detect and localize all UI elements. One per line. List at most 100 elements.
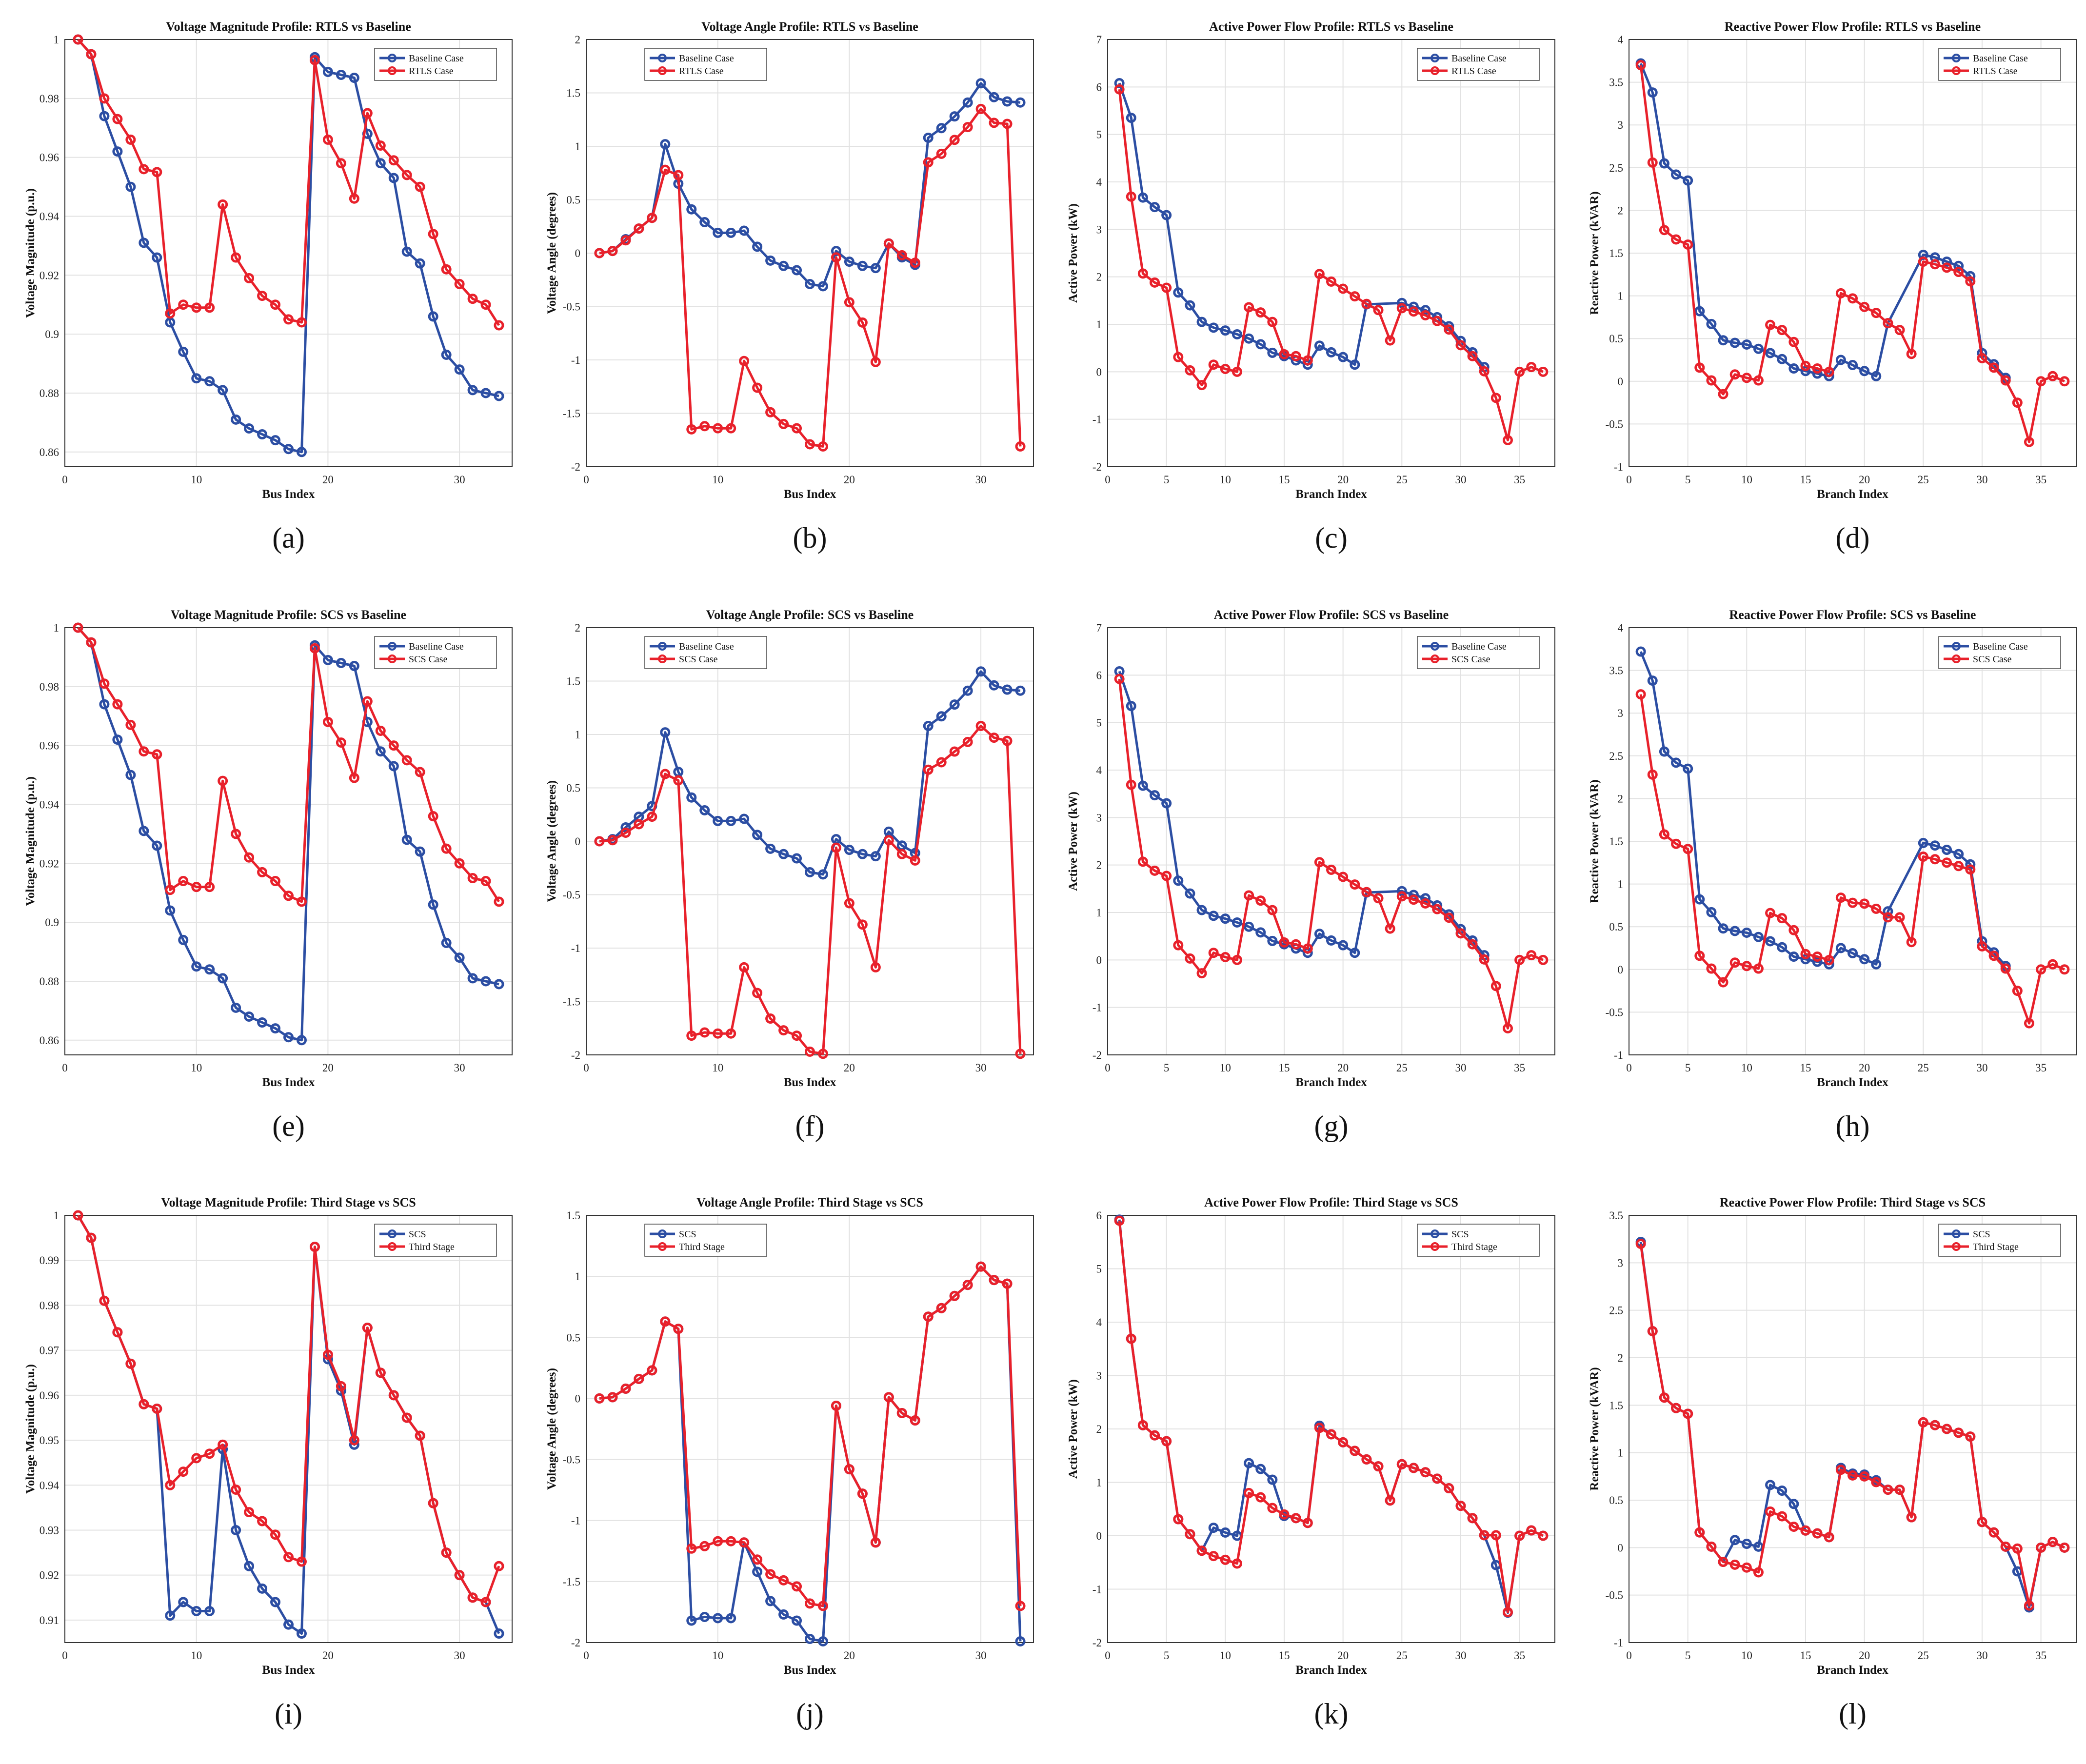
data-point (1467, 1513, 1478, 1524)
data-point (1420, 305, 1431, 316)
data-point (1314, 1423, 1325, 1433)
legend: Baseline Case RTLS Case (644, 48, 767, 81)
x-tick-label: 30 (454, 1649, 465, 1662)
data-point (792, 1615, 802, 1626)
legend-label: Baseline Case (1451, 53, 1507, 64)
panel-label: (g) (1314, 1110, 1349, 1142)
data-point (1232, 954, 1242, 965)
data-point (660, 139, 671, 150)
data-point (231, 1002, 241, 1013)
legend-box (1938, 636, 2061, 669)
y-tick-label: 0.99 (40, 1254, 59, 1267)
data-point (1326, 935, 1336, 946)
data-point (1671, 169, 1682, 180)
data-point (844, 845, 854, 855)
data-point (375, 158, 386, 169)
data-point (296, 1628, 307, 1639)
data-point (165, 885, 176, 895)
data-point (817, 281, 828, 292)
data-point (699, 1541, 710, 1551)
data-point (713, 1613, 723, 1624)
data-point (388, 761, 399, 772)
data-point (805, 439, 815, 450)
data-point (896, 849, 907, 859)
legend-label: Third Stage (409, 1242, 455, 1252)
y-tick-label: 7 (1096, 34, 1102, 46)
data-point (778, 1575, 789, 1586)
data-point (1777, 913, 1788, 924)
data-point (296, 317, 307, 328)
y-tick-label: 1 (575, 729, 581, 741)
y-tick-label: 2.5 (1609, 162, 1623, 174)
data-point (1538, 1530, 1549, 1541)
data-point (1883, 318, 1893, 329)
data-point (1729, 926, 1740, 936)
data-point (2012, 1543, 2023, 1554)
chart-l: -1 -0.5 0 0.5 1 1.5 2 2.5 3 3.5 0 5 10 15 20 25 30 35 Reac… (1588, 1195, 2077, 1730)
data-point (257, 1017, 268, 1028)
data-point (962, 736, 973, 747)
y-tick-label: 3.5 (1609, 665, 1623, 677)
y-tick-label: 0 (1096, 1530, 1102, 1542)
series-scs-case (1635, 689, 2070, 1029)
panel-label: (i) (275, 1698, 302, 1730)
data-point (949, 111, 960, 122)
data-point (112, 734, 123, 745)
data-point (467, 294, 478, 304)
data-point (699, 1611, 710, 1622)
x-tick-label: 0 (1105, 1062, 1111, 1074)
data-point (309, 55, 320, 65)
data-point (1788, 925, 1799, 935)
data-point (857, 919, 868, 930)
legend-marker (1430, 654, 1439, 663)
data-point (805, 279, 815, 290)
data-point (831, 246, 841, 257)
legend-marker (388, 1242, 397, 1251)
series-scs-case (1114, 674, 1549, 1033)
x-tick-label: 10 (712, 1649, 723, 1662)
axes-box (64, 39, 513, 467)
legend-box (374, 636, 497, 669)
data-point (494, 979, 504, 990)
data-point (1467, 351, 1478, 361)
data-point (923, 132, 934, 143)
data-point (607, 835, 618, 846)
chart-title: Reactive Power Flow Profile: RTLS vs Bas… (1725, 20, 1981, 34)
data-point (401, 1412, 412, 1423)
y-tick-label: -1 (1093, 1584, 1102, 1596)
data-point (454, 952, 465, 963)
data-point (257, 1516, 268, 1526)
data-point (844, 1464, 854, 1475)
data-point (883, 835, 894, 846)
data-point (1502, 1607, 1513, 1618)
data-point (1420, 310, 1431, 321)
data-point (231, 1484, 241, 1495)
data-point (1361, 1454, 1372, 1465)
y-tick-label: 4 (1096, 764, 1102, 776)
data-point (713, 1028, 723, 1039)
data-point (1753, 932, 1764, 942)
data-point (1137, 268, 1148, 279)
y-tick-label: -1 (571, 1515, 580, 1527)
data-point (1126, 113, 1136, 123)
data-point (1244, 890, 1254, 901)
y-tick-label: 0.5 (1609, 1494, 1623, 1506)
x-tick-label: 30 (975, 1062, 987, 1074)
x-tick-label: 20 (1859, 1062, 1870, 1074)
data-point (99, 111, 110, 121)
y-tick-label: 0 (1618, 964, 1624, 976)
data-point (634, 223, 644, 234)
chart-title: Reactive Power Flow Profile: Third Stage… (1720, 1195, 1986, 1209)
data-point (1137, 780, 1148, 791)
data-point (1718, 389, 1728, 399)
data-point (480, 876, 491, 887)
data-point (1350, 1446, 1360, 1456)
data-point (336, 737, 346, 748)
data-point (349, 661, 359, 672)
data-point (870, 357, 881, 367)
y-axis-label: Voltage Angle (degrees) (545, 1368, 558, 1490)
data-point (1788, 951, 1799, 962)
data-point (1208, 948, 1219, 958)
data-point (283, 444, 294, 455)
data-point (1173, 875, 1184, 886)
